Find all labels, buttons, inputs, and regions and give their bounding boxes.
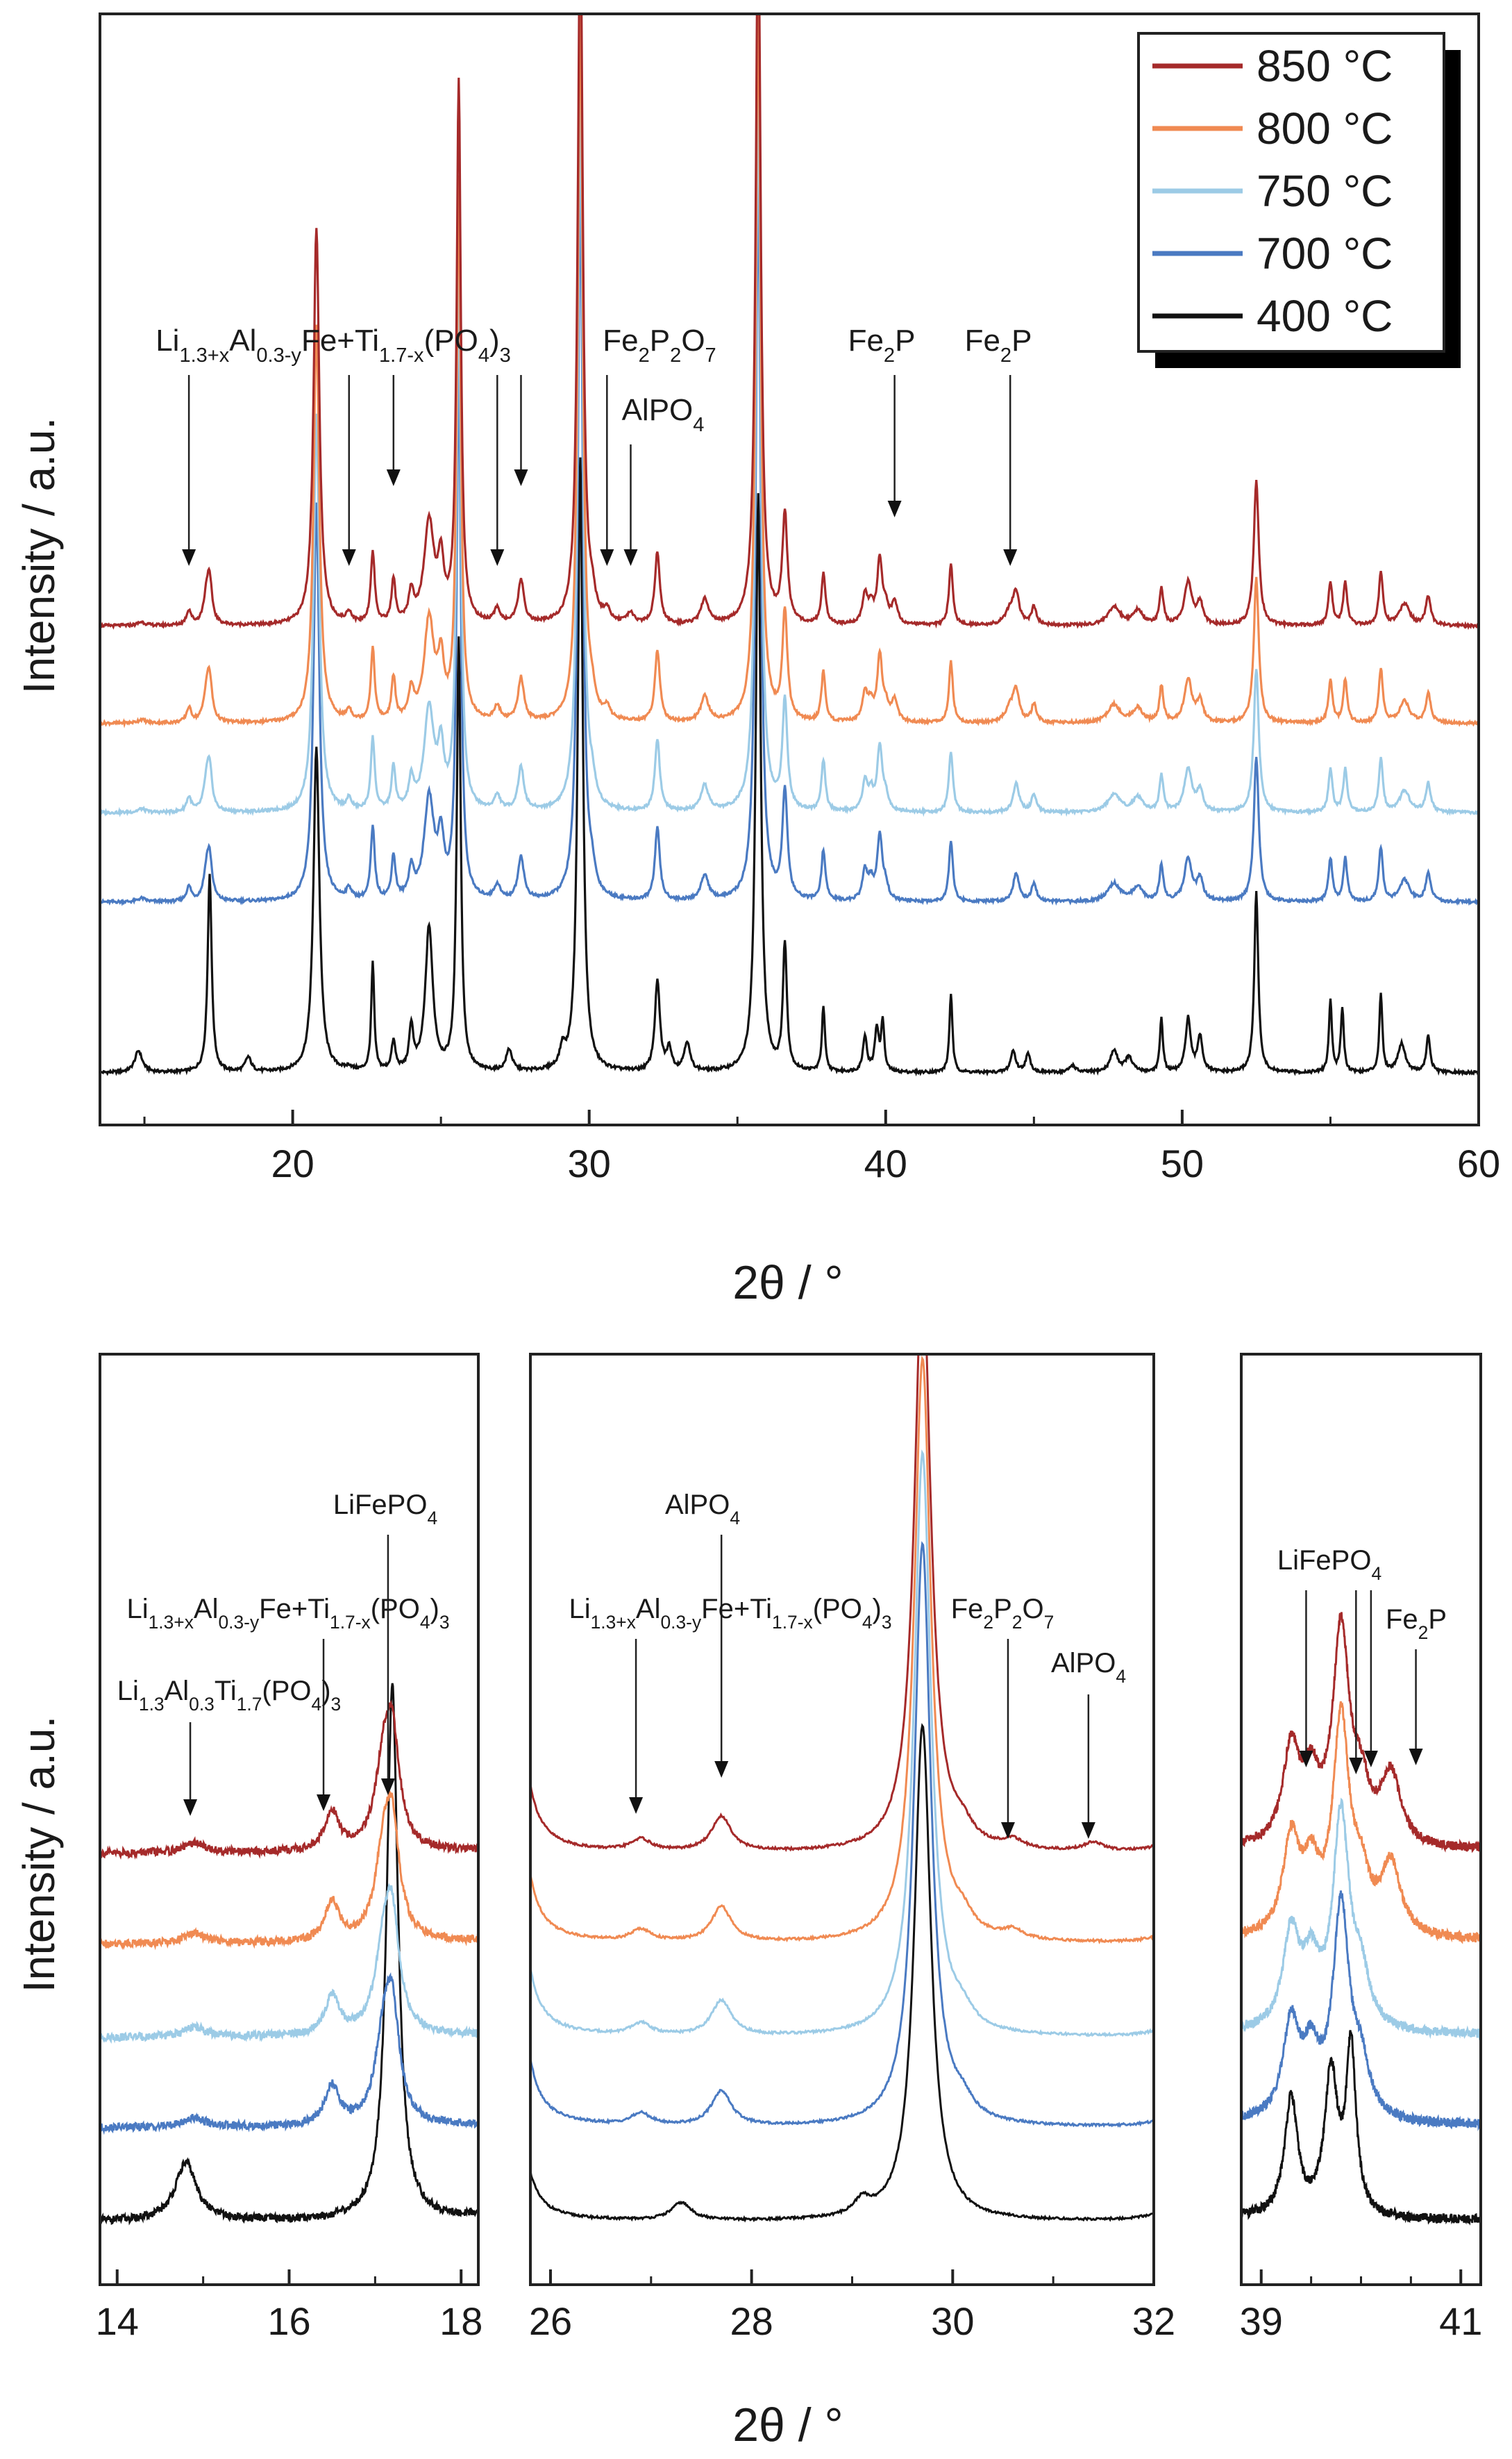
top-arrow-li1-3-xal0-3-yfex-yti1-7-x-po4-3-2-head bbox=[386, 469, 401, 486]
top-x-tick-label-20: 20 bbox=[271, 1142, 314, 1185]
top-annotation-fe2p2o7-1: Fe2P2O7 bbox=[603, 324, 716, 367]
panel-b-annotation-alpo4-0: AlPO4 bbox=[665, 1490, 740, 1528]
top-arrow-fe2p2o7-0-head bbox=[600, 549, 614, 566]
panel-c-trace-750c bbox=[1241, 1797, 1481, 2041]
panel-a-tick-label-16: 16 bbox=[267, 2299, 310, 2343]
panel-a-arrow-li1-3-xal0-3-yfex-yti1-7-x-po4-3-0-head bbox=[317, 1794, 331, 1811]
panel-a-trace-750c bbox=[100, 1883, 478, 2044]
legend-label-750: 750 °C bbox=[1257, 166, 1393, 216]
bottom-x-axis-label: 2θ / ° bbox=[732, 2399, 843, 2451]
panel-b-arrow-alpo4-0-head bbox=[714, 1761, 729, 1778]
top-arrow-fe2p-0-head bbox=[887, 501, 902, 517]
panel-b-trace-750c bbox=[530, 1449, 1154, 2037]
trace-800c bbox=[100, 14, 1479, 728]
top-x-tick-label-60: 60 bbox=[1457, 1142, 1500, 1185]
bottom-panels: Intensity / a.u. 14 16 18 LiFePO4 Li1.3+xAl… bbox=[14, 1353, 1482, 2451]
top-annotation-fe2p-4: Fe2P bbox=[965, 324, 1032, 367]
panel-b-annotation-alpo4-3: AlPO4 bbox=[1051, 1648, 1126, 1687]
bottom-y-axis-label: Intensity / a.u. bbox=[14, 1716, 64, 1992]
bottom-panel-left: 14 16 18 LiFePO4 Li1.3+xAl0.3-yFe+Ti1.7-x(P… bbox=[96, 1353, 482, 2343]
panel-b-tick-label-28: 28 bbox=[730, 2299, 773, 2343]
top-annotation-fe2p-3: Fe2P bbox=[848, 324, 916, 367]
top-plot-frame bbox=[99, 12, 1480, 1126]
panel-b-trace-700c bbox=[530, 1541, 1154, 2128]
panel-c-trace-800c bbox=[1241, 1701, 1481, 1944]
top-arrow-li1-3-xal0-3-yfex-yti1-7-x-po4-3-4-head bbox=[514, 469, 528, 486]
top-annotation-alpo4-2: AlPO4 bbox=[622, 393, 705, 436]
bottom-panel-middle: 26 28 30 32 AlPO4 Li1.3+xAl0.3-yFe+Ti1.7-x(P… bbox=[529, 1353, 1175, 2343]
top-arrow-fe2p-0-head bbox=[1003, 549, 1018, 566]
legend: 850 °C 800 °C 750 °C 700 °C 400 °C bbox=[1137, 32, 1461, 368]
panel-c-arrow-lifepo4-2-head bbox=[1363, 1751, 1378, 1767]
trace-850c bbox=[100, 14, 1479, 631]
panel-b-annotation-li1-3-xal0-3-yfex-yti1-7-x-po4-3-1: Li1.3+xAl0.3-yFe+Ti1.7-x(PO4)3 bbox=[569, 1594, 891, 1633]
top-annotation-li1-3-xal0-3-yfex-yti1-7-x-po4-3-0: Li1.3+xAl0.3-yFe+Ti1.7-x(PO4)3 bbox=[156, 324, 511, 367]
panel-a-annotation-lifepo4-0: LiFePO4 bbox=[333, 1490, 437, 1528]
panel-c-trace-850c bbox=[1241, 1612, 1481, 1853]
panel-b-tick-label-30: 30 bbox=[931, 2299, 974, 2343]
panel-c-arrow-fe2p-0-head bbox=[1409, 1749, 1423, 1765]
top-arrow-li1-3-xal0-3-yfex-yti1-7-x-po4-3-3-head bbox=[490, 549, 505, 566]
legend-label-800: 800 °C bbox=[1257, 103, 1393, 153]
panel-a-tick-label-18: 18 bbox=[439, 2299, 482, 2343]
panel-c-annotation-lifepo4-0: LiFePO4 bbox=[1277, 1545, 1381, 1584]
panel-a-annotation-li1-3-xal0-3-yfex-yti1-7-x-po4-3-1: Li1.3+xAl0.3-yFe+Ti1.7-x(PO4)3 bbox=[126, 1594, 449, 1633]
panel-c-tick-label-41: 41 bbox=[1439, 2299, 1482, 2343]
top-y-axis-label: Intensity / a.u. bbox=[14, 417, 64, 694]
legend-label-400: 400 °C bbox=[1257, 291, 1393, 341]
top-arrow-alpo4-0-head bbox=[623, 549, 638, 566]
panel-b-arrow-alpo4-0-head bbox=[1081, 1822, 1095, 1839]
panel-a-trace-400c bbox=[100, 1683, 478, 2226]
panel-a-trace-800c bbox=[100, 1791, 478, 1951]
panel-a-annotation-li1-3al0-3ti1-7-po4-3-2: Li1.3Al0.3Ti1.7(PO4)3 bbox=[117, 1676, 341, 1715]
panel-b-arrow-li1-3-xal0-3-yfex-yti1-7-x-po4-3-0-head bbox=[629, 1797, 644, 1814]
panel-b-annotation-fe2p2o7-2: Fe2P2O7 bbox=[951, 1594, 1055, 1633]
panel-a-arrow-li1-3al0-3ti1-7-po4-3-0-head bbox=[183, 1799, 198, 1816]
panel-b-tick-label-32: 32 bbox=[1132, 2299, 1175, 2343]
panel-a-trace-850c bbox=[100, 1699, 478, 1860]
panel-a-tick-label-14: 14 bbox=[96, 2299, 139, 2343]
top-arrow-li1-3-xal0-3-yfex-yti1-7-x-po4-3-1-head bbox=[342, 549, 356, 566]
panel-middle-frame bbox=[529, 1353, 1155, 2286]
trace-750c bbox=[100, 88, 1479, 817]
panel-c-annotation-fe2p-1: Fe2P bbox=[1386, 1604, 1447, 1643]
top-x-tick-label-50: 50 bbox=[1161, 1142, 1204, 1185]
top-panel: 20 30 40 50 60 2θ / ° Intensity / a.u. Li1.3… bbox=[14, 12, 1500, 1309]
top-x-axis: 20 30 40 50 60 bbox=[143, 1110, 1500, 1185]
panel-a-trace-700c bbox=[100, 1972, 478, 2135]
panel-a-arrow-lifepo4-0-head bbox=[380, 1778, 395, 1795]
legend-label-850: 850 °C bbox=[1257, 41, 1393, 91]
panel-b-trace-400c bbox=[530, 1723, 1154, 2223]
top-x-axis-label: 2θ / ° bbox=[732, 1256, 843, 1309]
legend-label-700: 700 °C bbox=[1257, 228, 1393, 278]
panel-b-trace-850c bbox=[530, 1354, 1154, 1853]
panel-c-arrow-lifepo4-1-head bbox=[1349, 1758, 1363, 1774]
trace-400c bbox=[100, 457, 1479, 1077]
top-arrow-li1-3-xal0-3-yfex-yti1-7-x-po4-3-0-head bbox=[182, 549, 196, 566]
top-phase-annotations: Li1.3+xAl0.3-yFe+Ti1.7-x(PO4)3 Fe2P2O7 AlP… bbox=[156, 324, 1032, 566]
top-traces bbox=[100, 14, 1479, 1077]
panel-c-trace-700c bbox=[1241, 1890, 1481, 2131]
panel-b-tick-label-26: 26 bbox=[529, 2299, 572, 2343]
top-x-tick-label-40: 40 bbox=[864, 1142, 907, 1185]
panel-b-trace-800c bbox=[530, 1355, 1154, 1944]
panel-c-trace-400c bbox=[1241, 2030, 1481, 2226]
panel-c-tick-label-39: 39 bbox=[1240, 2299, 1283, 2343]
panel-b-arrow-fe2p2o7-0-head bbox=[1000, 1822, 1015, 1839]
panel-c-arrow-lifepo4-0-head bbox=[1299, 1751, 1313, 1767]
top-x-tick-label-30: 30 bbox=[568, 1142, 611, 1185]
trace-700c bbox=[100, 176, 1479, 906]
